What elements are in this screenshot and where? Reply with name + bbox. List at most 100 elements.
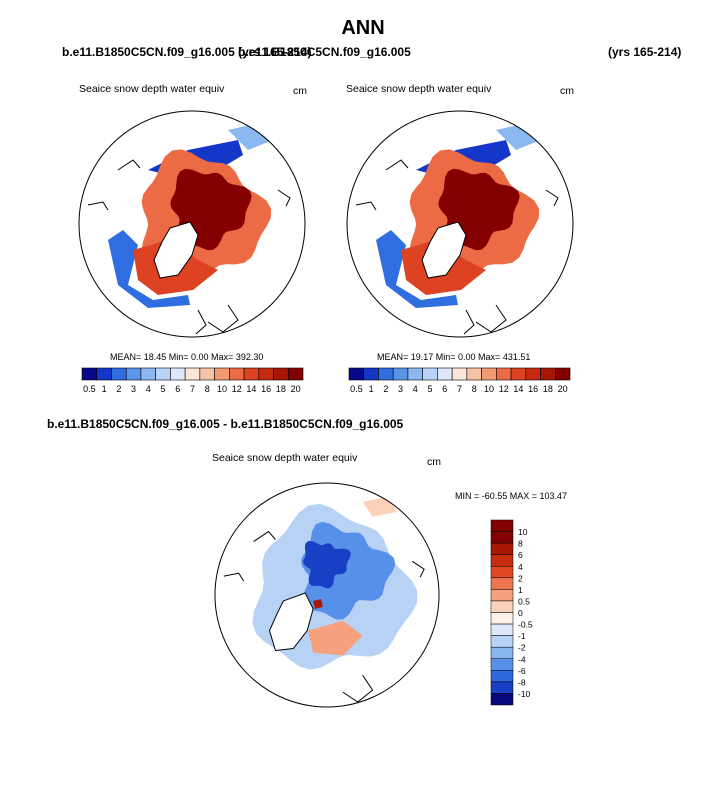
panel2-map-coastline <box>385 159 409 171</box>
panel1-colorbar-swatch <box>199 367 215 381</box>
diff-colorbar-tick-label: 6 <box>518 550 523 560</box>
panel1-map-coastline <box>207 304 239 333</box>
diff-map-coastline <box>223 572 245 582</box>
panel1-map-coastline <box>117 159 141 171</box>
panel1-colorbar-swatch <box>170 367 186 381</box>
panel1-colorbar-swatch <box>184 367 201 381</box>
panel2-colorbar-swatch <box>466 367 482 381</box>
diff-colorbar-swatch <box>490 566 514 579</box>
figure-title: ANN <box>341 17 385 39</box>
diff-map-coastline <box>253 530 276 542</box>
diff-colorbar-tick-label: -1 <box>518 631 526 641</box>
panel1-colorbar-swatch <box>96 367 112 381</box>
diff-map-coastline <box>411 560 425 578</box>
panel1-colorbar-tick-label: 4 <box>146 384 151 394</box>
panel2-colorbar-swatch <box>481 367 497 381</box>
panel2-colorbar-swatch <box>363 367 379 381</box>
panel2-colorbar-tick-label: 6 <box>442 384 447 394</box>
diff-colorbar-tick-label: 4 <box>518 562 523 572</box>
panel1-colorbar: 0.5 1 2 3 4 5 6 7 8 10 12 14 16 18 20 <box>81 367 304 394</box>
panel2-colorbar-swatch <box>510 367 527 381</box>
panel2-colorbar: 0.5 1 2 3 4 5 6 7 8 10 12 14 16 18 20 <box>348 367 571 394</box>
panel2-colorbar-tick-label: 16 <box>528 384 538 394</box>
panel2-colorbar-swatch <box>422 367 438 381</box>
panel2-colorbar-tick-label: 2 <box>383 384 388 394</box>
diff-map-coastline <box>342 675 374 703</box>
panel1-colorbar-swatch <box>273 367 289 381</box>
diff-colorbar-swatch <box>490 600 514 613</box>
panel1-colorbar-swatch <box>140 367 156 381</box>
panel2-map-land-greenland <box>421 221 467 279</box>
panel2-colorbar-swatch <box>407 367 423 381</box>
panel2-colorbar-tick-label: 7 <box>457 384 462 394</box>
panel2-colorbar-swatch <box>525 367 541 381</box>
panel1-colorbar-tick-label: 14 <box>246 384 256 394</box>
panel1-colorbar-swatch <box>243 367 260 381</box>
panel2-colorbar-swatch <box>540 367 556 381</box>
diff-map-strong-positive <box>313 598 324 609</box>
panel1-stats: MEAN= 18.45 Min= 0.00 Max= 392.30 <box>110 352 264 362</box>
polar-map-1 <box>78 110 306 338</box>
panel2-colorbar-tick-label: 12 <box>499 384 509 394</box>
diff-colorbar-swatch <box>490 681 514 694</box>
panel2-colorbar-tick-label: 4 <box>413 384 418 394</box>
panel1-colorbar-swatch <box>229 367 245 381</box>
diff-colorbar-tick-label: -10 <box>518 689 531 699</box>
panel2-colorbar-swatch <box>392 367 409 381</box>
panel1-colorbar-swatch <box>125 367 142 381</box>
panel1-colorbar-swatch <box>111 367 127 381</box>
diff-colorbar-swatch <box>490 658 514 671</box>
diff-colorbar-tick-label: 10 <box>518 527 528 537</box>
panel1-colorbar-tick-label: 18 <box>276 384 286 394</box>
panel2-colorbar-tick-label: 8 <box>472 384 477 394</box>
panel1-colorbar-swatch <box>258 367 274 381</box>
panel1-colorbar-swatch <box>214 367 230 381</box>
panel1-colorbar-tick-label: 8 <box>205 384 210 394</box>
right-years-label: (yrs 165-214) <box>608 45 682 59</box>
panel1-units: cm <box>293 85 307 97</box>
panel1-map-border <box>78 110 306 338</box>
panel2-colorbar-swatch <box>378 367 394 381</box>
panel1-colorbar-tick-label: 16 <box>261 384 271 394</box>
diff-colorbar-swatch <box>490 519 514 532</box>
panel1-map-coastline <box>277 189 291 207</box>
diff-colorbar-swatch <box>490 531 514 544</box>
diff-map-land-greenland <box>268 592 314 652</box>
diff-stats: MIN = -60.55 MAX = 103.47 <box>455 491 568 501</box>
diff-colorbar-tick-label: 2 <box>518 573 523 583</box>
diff-colorbar: 10 86 42 10.5 0 -0.5-1 -2-4 -6-8 -10 <box>490 519 533 706</box>
diff-colorbar-swatch <box>490 635 514 648</box>
panel1-colorbar-swatch <box>287 367 304 381</box>
panel1-colorbar-tick-label: 1 <box>102 384 107 394</box>
diff-colorbar-tick-label: 1 <box>518 585 523 595</box>
panel2-colorbar-tick-label: 18 <box>543 384 553 394</box>
diff-colorbar-swatch <box>490 623 514 636</box>
panel1-colorbar-swatch <box>155 367 171 381</box>
panel1-colorbar-tick-label: 0.5 <box>83 384 96 394</box>
panel2-colorbar-tick-label: 3 <box>398 384 403 394</box>
diff-colorbar-tick-label: 8 <box>518 539 523 549</box>
panel1-colorbar-tick-label: 3 <box>131 384 136 394</box>
panel2-map-coastline <box>475 304 507 333</box>
panel2-colorbar-swatch <box>437 367 453 381</box>
panel1-colorbar-tick-label: 12 <box>232 384 242 394</box>
panel2-colorbar-tick-label: 10 <box>484 384 494 394</box>
diff-map-strong-negative <box>303 541 351 589</box>
diff-colorbar-swatch <box>490 589 514 602</box>
panel2-units: cm <box>560 85 574 97</box>
panel1-colorbar-tick-label: 20 <box>291 384 301 394</box>
panel2-colorbar-swatch <box>554 367 571 381</box>
diff-case-label: b.e11.B1850C5CN.f09_g16.005 - b.e11.B185… <box>47 417 404 431</box>
panel2-colorbar-tick-label: 0.5 <box>350 384 363 394</box>
diff-units: cm <box>427 456 441 468</box>
panel1-colorbar-tick-label: 10 <box>217 384 227 394</box>
panel1-map-land-greenland <box>153 221 199 279</box>
panel2-colorbar-tick-label: 14 <box>513 384 523 394</box>
panel1-map-coastline <box>195 309 207 335</box>
panel1-colorbar-tick-label: 5 <box>161 384 166 394</box>
diff-colorbar-swatch <box>490 670 514 683</box>
diff-colorbar-tick-label: -8 <box>518 677 526 687</box>
diff-colorbar-swatch <box>490 693 514 706</box>
diff-colorbar-tick-label: 0.5 <box>518 596 530 606</box>
panel2-map-low-snow-region <box>376 230 458 308</box>
